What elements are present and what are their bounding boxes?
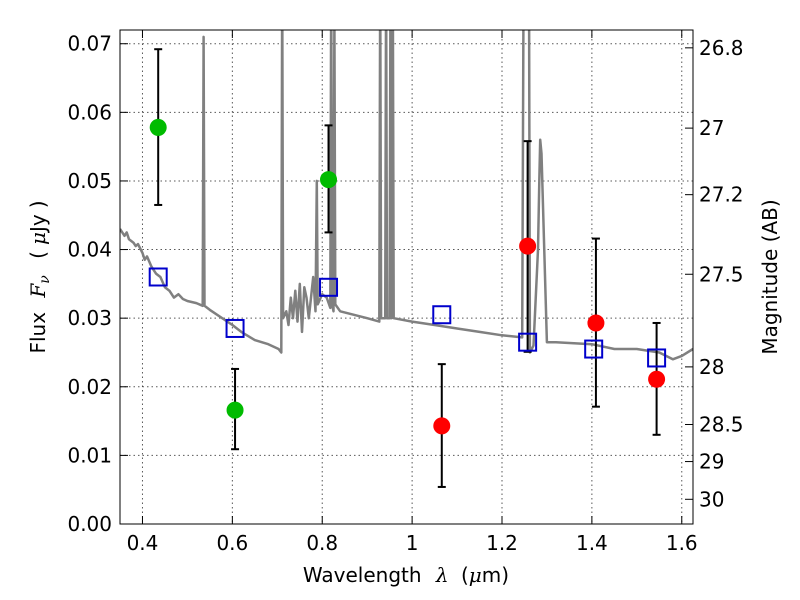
green-circle-point: [226, 401, 244, 419]
x-axis-label-open: (: [461, 563, 469, 587]
grid: [120, 30, 693, 525]
x-tick-label: 1: [406, 531, 419, 555]
right-tick-label: 28.5: [699, 413, 744, 437]
y-tick-label: 0.03: [67, 306, 112, 330]
x-axis-label-text: Wavelength: [303, 563, 422, 587]
y-tick-label: 0.06: [67, 100, 112, 124]
right-tick-label: 27.5: [699, 262, 744, 286]
y-axis-label-nu: ν: [37, 275, 53, 284]
data-markers: [148, 118, 667, 435]
x-tick-label: 0.8: [306, 531, 338, 555]
x-axis-label: Wavelength λ (μm): [303, 563, 509, 587]
x-tick-label: 1.6: [666, 531, 698, 555]
red-circle-point: [433, 417, 451, 435]
y-axis-label: Flux Fν ( μJy): [26, 200, 54, 353]
y-axis-label-unit: Jy: [26, 214, 50, 234]
model-photometry-square: [319, 277, 339, 297]
tick-labels: 0.4 0.6 0.8 1 1.2 1.4 1.6 0.00 0.01 0.02 0.03 0.04 0…: [67, 32, 743, 555]
red-circle-point: [648, 370, 666, 388]
green-circle-point: [149, 118, 167, 136]
y-axis-label-open: (: [26, 251, 50, 259]
right-tick-label: 30: [699, 487, 724, 511]
x-axis-label-unit: m): [482, 563, 509, 587]
y-tick-label: 0.00: [67, 512, 112, 536]
model-photometry-square: [584, 339, 604, 359]
right-tick-label: 27.2: [699, 183, 744, 207]
y-tick-label: 0.04: [67, 238, 112, 262]
right-axis-label: Magnitude (AB): [758, 199, 782, 354]
x-tick-label: 0.6: [216, 531, 248, 555]
red-circle-point: [587, 314, 605, 332]
error-bars: [154, 48, 661, 488]
y-tick-label: 0.01: [67, 443, 112, 467]
right-tick-label: 27: [699, 116, 724, 140]
model-photometry-square: [432, 305, 452, 325]
x-tick-label: 1.2: [486, 531, 518, 555]
x-axis-label-mu: μ: [469, 563, 482, 587]
model-photometry-square: [647, 348, 667, 368]
right-tick-label: 26.8: [699, 36, 744, 60]
y-axis-label-close: ): [26, 200, 50, 208]
x-tick-label: 1.4: [576, 531, 608, 555]
model-photometry-square: [148, 267, 168, 287]
x-tick-label: 0.4: [127, 531, 159, 555]
y-tick-label: 0.02: [67, 375, 112, 399]
right-tick-label: 29: [699, 450, 724, 474]
model-photometry-square: [225, 318, 245, 338]
axis-ticks: [120, 30, 693, 525]
y-tick-label: 0.07: [67, 32, 112, 56]
right-tick-label: 28: [699, 355, 724, 379]
y-axis-label-text: Flux: [26, 312, 50, 354]
model-spectrum-line: [120, 30, 693, 361]
y-tick-label: 0.05: [67, 169, 112, 193]
x-axis-label-symbol: λ: [435, 563, 449, 587]
model-spectrum: [120, 30, 693, 361]
red-circle-point: [519, 237, 537, 255]
model-photometry-square: [518, 332, 538, 352]
plot-frame: [119, 29, 694, 525]
y-axis-label-mu: μ: [26, 232, 50, 245]
y-axis-label-F: F: [26, 283, 50, 299]
green-circle-point: [320, 171, 338, 189]
